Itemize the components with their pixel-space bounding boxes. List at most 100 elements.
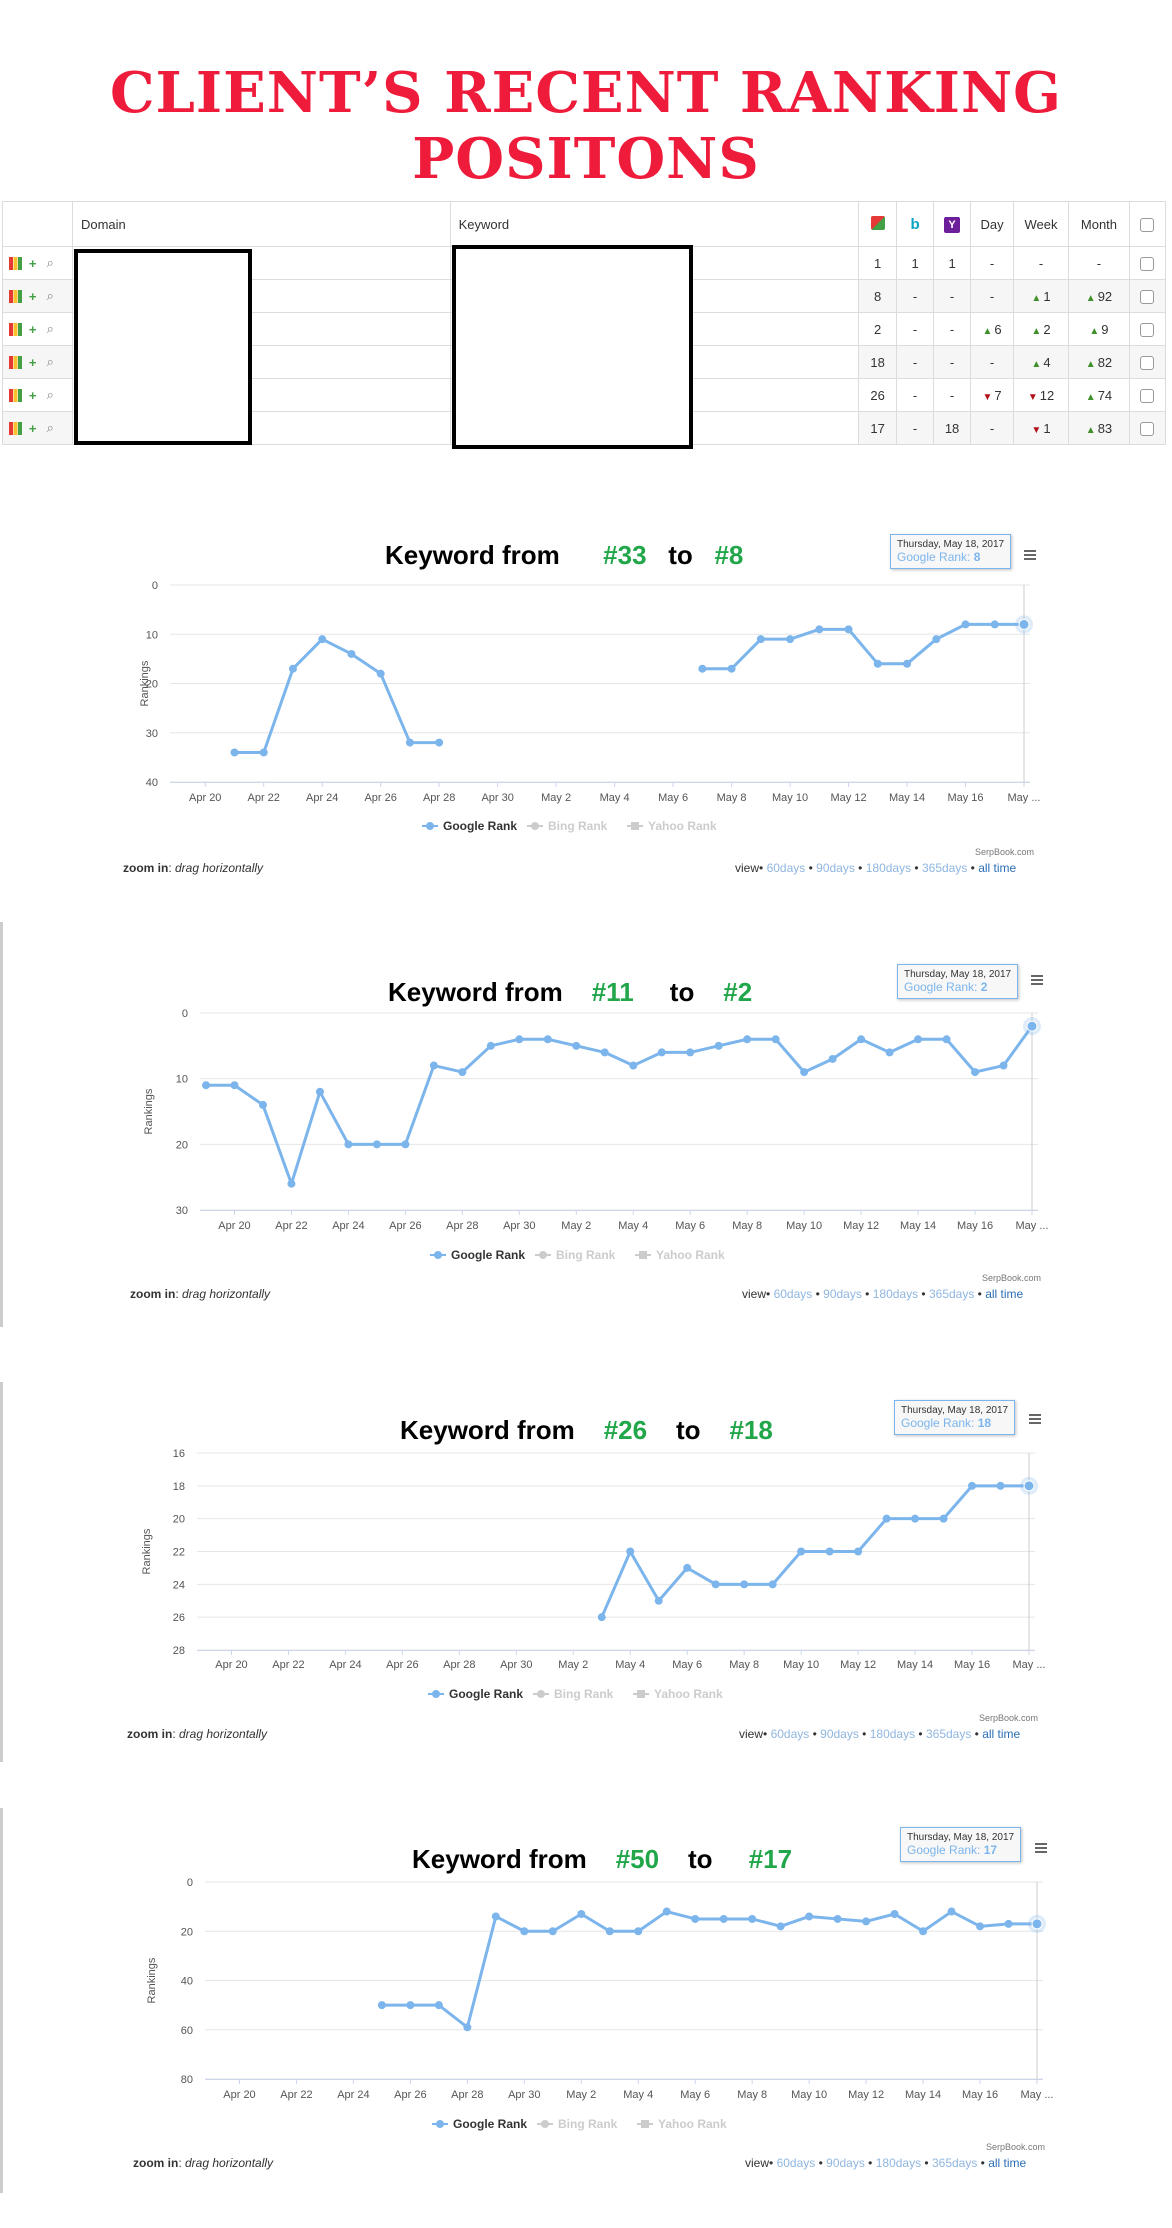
legend-item-bing-rank[interactable]: Bing Rank — [558, 2117, 618, 2131]
google-header[interactable] — [858, 201, 898, 247]
x-tick-label: May 8 — [732, 1220, 762, 1232]
day-header[interactable]: Day — [970, 201, 1015, 247]
legend-item-bing-rank[interactable]: Bing Rank — [556, 1248, 616, 1262]
search-icon[interactable]: ⌕ — [46, 387, 54, 403]
row-checkbox-cell[interactable] — [1128, 378, 1167, 412]
chart-menu-icon[interactable] — [1024, 550, 1036, 562]
week-header[interactable]: Week — [1013, 201, 1069, 247]
row-checkbox-cell[interactable] — [1128, 246, 1167, 280]
add-icon[interactable]: + — [28, 354, 37, 370]
chart-icon[interactable] — [9, 421, 22, 435]
yahoo-header[interactable]: Y — [933, 201, 972, 247]
day-change-value: 7 — [994, 387, 1002, 403]
view-link-60days[interactable]: 60days — [766, 861, 806, 875]
domain-header[interactable]: Domain — [71, 201, 451, 247]
view-link-all-time[interactable]: all time — [988, 2156, 1027, 2170]
month-header[interactable]: Month — [1067, 201, 1130, 247]
data-point — [919, 1927, 928, 1936]
row-checkbox-cell[interactable] — [1128, 312, 1167, 346]
legend-item-google-rank[interactable]: Google Rank — [453, 2117, 527, 2131]
view-link-365days[interactable]: 365days — [921, 861, 968, 875]
legend-item-google-rank[interactable]: Google Rank — [451, 1248, 525, 1262]
search-icon[interactable]: ⌕ — [46, 255, 54, 271]
y-tick-label: 24 — [173, 1579, 185, 1591]
view-link-90days[interactable]: 90days — [826, 2156, 865, 2170]
chart-plot[interactable]: 0 10 20 30 Rankings Apr 20 Apr 22 Apr 24 Apr 26 A… — [0, 945, 1172, 1315]
view-link-90days[interactable]: 90days — [816, 861, 855, 875]
x-tick-label: May 10 — [772, 792, 808, 804]
chart-icon[interactable] — [9, 322, 22, 336]
search-icon[interactable]: ⌕ — [46, 420, 54, 436]
chart-icon[interactable] — [9, 289, 22, 303]
add-icon[interactable]: + — [28, 288, 37, 304]
select-all-checkbox-cell[interactable] — [1128, 201, 1167, 247]
x-tick-label: Apr 22 — [248, 792, 280, 804]
chart-menu-icon[interactable] — [1031, 975, 1043, 987]
chart-icon[interactable] — [9, 388, 22, 402]
view-link-60days[interactable]: 60days — [776, 2156, 816, 2170]
view-link-all-time[interactable]: all time — [985, 1287, 1024, 1301]
legend-item-google-rank[interactable]: Google Rank — [449, 1687, 523, 1701]
x-tick-label: May 14 — [897, 1659, 933, 1671]
row-checkbox[interactable] — [1140, 289, 1155, 304]
credit-text[interactable]: SerpBook.com — [975, 847, 1035, 857]
view-link-90days[interactable]: 90days — [820, 1727, 859, 1741]
view-link-365days[interactable]: 365days — [928, 1287, 975, 1301]
legend-item-yahoo-rank[interactable]: Yahoo Rank — [656, 1248, 725, 1262]
chart-title: Keyword from #50 to #17 — [412, 1844, 792, 1875]
credit-text[interactable]: SerpBook.com — [979, 1713, 1039, 1723]
view-link-365days[interactable]: 365days — [931, 2156, 978, 2170]
add-icon[interactable]: + — [28, 420, 37, 436]
credit-text[interactable]: SerpBook.com — [986, 2142, 1046, 2152]
view-link-180days[interactable]: 180days — [875, 2156, 922, 2170]
row-checkbox[interactable] — [1140, 421, 1155, 436]
row-tools: + ⌕ — [2, 411, 73, 445]
view-link-all-time[interactable]: all time — [978, 861, 1017, 875]
search-icon[interactable]: ⌕ — [46, 321, 54, 337]
view-link-180days[interactable]: 180days — [872, 1287, 919, 1301]
data-point — [287, 1179, 296, 1188]
bing-header[interactable]: b — [896, 201, 935, 247]
chart-icon[interactable] — [9, 256, 22, 270]
select-all-checkbox[interactable] — [1140, 217, 1155, 232]
view-link-90days[interactable]: 90days — [823, 1287, 862, 1301]
search-icon[interactable]: ⌕ — [46, 354, 54, 370]
row-checkbox-cell[interactable] — [1128, 279, 1167, 313]
legend-item-google-rank[interactable]: Google Rank — [443, 819, 517, 833]
view-link-all-time[interactable]: all time — [982, 1727, 1021, 1741]
add-icon[interactable]: + — [28, 321, 37, 337]
legend-item-yahoo-rank[interactable]: Yahoo Rank — [648, 819, 717, 833]
data-point — [401, 1140, 410, 1149]
view-link-60days[interactable]: 60days — [773, 1287, 813, 1301]
y-tick-label: 26 — [173, 1612, 185, 1624]
row-checkbox[interactable] — [1140, 355, 1155, 370]
row-checkbox[interactable] — [1140, 388, 1155, 403]
row-checkbox[interactable] — [1140, 256, 1155, 271]
keyword-header[interactable]: Keyword — [449, 201, 860, 247]
credit-text[interactable]: SerpBook.com — [982, 1273, 1042, 1283]
view-link-365days[interactable]: 365days — [925, 1727, 972, 1741]
zoom-hint-text: drag horizontally — [182, 1287, 271, 1301]
chart-plot[interactable]: 16 18 20 22 24 26 28 Rankings Apr 20 Apr 22 Apr 24… — [0, 1385, 1172, 1755]
legend-item-bing-rank[interactable]: Bing Rank — [554, 1687, 614, 1701]
legend-item-yahoo-rank[interactable]: Yahoo Rank — [654, 1687, 723, 1701]
month-change-cell: - — [1067, 246, 1130, 280]
add-icon[interactable]: + — [28, 255, 37, 271]
data-point — [515, 1035, 524, 1044]
chart-menu-icon[interactable] — [1029, 1414, 1041, 1426]
add-icon[interactable]: + — [28, 387, 37, 403]
search-icon[interactable]: ⌕ — [46, 288, 54, 304]
view-link-60days[interactable]: 60days — [770, 1727, 810, 1741]
legend-item-yahoo-rank[interactable]: Yahoo Rank — [658, 2117, 727, 2131]
row-checkbox-cell[interactable] — [1128, 345, 1167, 379]
up-arrow-icon: ▲ — [1031, 358, 1042, 370]
view-link-180days[interactable]: 180days — [865, 861, 912, 875]
row-checkbox[interactable] — [1140, 322, 1155, 337]
row-checkbox-cell[interactable] — [1128, 411, 1167, 445]
chart-plot[interactable]: 0 20 40 60 80 Rankings Apr 20 Apr 22 Apr 24 Apr 2… — [0, 1815, 1172, 2185]
view-link-180days[interactable]: 180days — [869, 1727, 916, 1741]
chart-icon[interactable] — [9, 355, 22, 369]
legend-item-bing-rank[interactable]: Bing Rank — [548, 819, 608, 833]
chart-plot[interactable]: 0 10 20 30 40 Rankings Apr 20 Apr 22 Apr 24 Apr 2… — [0, 520, 1172, 890]
chart-menu-icon[interactable] — [1035, 1843, 1047, 1855]
